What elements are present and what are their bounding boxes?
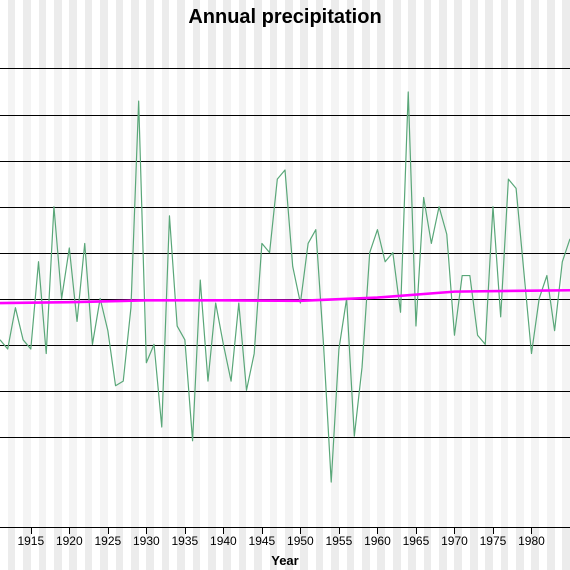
chart-series bbox=[0, 69, 570, 528]
chart-title: Annual precipitation bbox=[188, 6, 381, 29]
x-tick-label: 1950 bbox=[287, 534, 314, 548]
x-tick-label: 1930 bbox=[133, 534, 160, 548]
x-tick-label: 1925 bbox=[94, 534, 121, 548]
x-axis-ticks: 1915 1920 1925 1930 1935 1940 1945 1950 1955 1960… bbox=[0, 528, 570, 546]
x-tick-label: 1955 bbox=[326, 534, 353, 548]
x-tick-label: 1975 bbox=[480, 534, 507, 548]
x-tick-label: 1935 bbox=[172, 534, 199, 548]
x-tick-label: 1965 bbox=[403, 534, 430, 548]
x-tick-label: 1960 bbox=[364, 534, 391, 548]
chart-header: Annual precipitation bbox=[0, 0, 570, 68]
x-tick-label: 1915 bbox=[17, 534, 44, 548]
plot-area: 1915192019251930193519401945195019551960… bbox=[0, 68, 570, 528]
series-trend bbox=[0, 290, 570, 303]
x-tick-label: 1945 bbox=[249, 534, 276, 548]
series-precipitation bbox=[0, 92, 570, 482]
x-tick-label: 1980 bbox=[518, 534, 545, 548]
x-tick-label: 1940 bbox=[210, 534, 237, 548]
x-tick-label: 1920 bbox=[56, 534, 83, 548]
x-axis-label: Year bbox=[0, 553, 570, 568]
x-tick-label: 1970 bbox=[441, 534, 468, 548]
